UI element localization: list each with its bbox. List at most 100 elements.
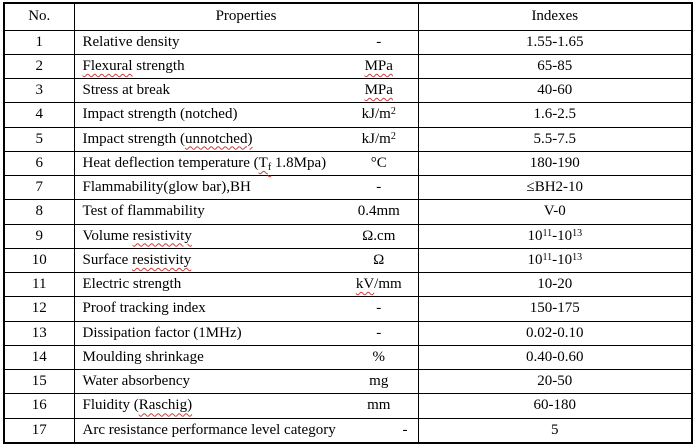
spellcheck-marked-text: resistivity [132, 227, 192, 244]
row-number: 14 [3, 344, 75, 371]
text-fragment: - [376, 33, 382, 50]
index-value: 5.5-7.5 [417, 126, 693, 152]
spellcheck-marked-text: T [258, 154, 268, 171]
property-unit: kJ/m2 [340, 126, 419, 152]
text-fragment: mg [369, 373, 389, 389]
row-number: 5 [3, 126, 75, 152]
row-number: 7 [3, 174, 75, 201]
index-value: 60-180 [417, 393, 693, 419]
table-row: 15 Water absorbency mg 20-50 [3, 368, 693, 395]
table-row: 3 Stress at break MPa 40-60 [3, 77, 693, 104]
property-unit: - [340, 417, 419, 444]
text-fragment: °C [370, 154, 387, 171]
text-fragment: 0.40-0.60 [526, 348, 584, 365]
property-name: Surface resistivity [73, 247, 340, 274]
table-body: 1 Relative density -1.55-1.65 2 Flexural str… [3, 29, 693, 444]
property-unit: Ω.cm [340, 223, 419, 249]
index-value: 0.40-0.60 [417, 344, 693, 371]
property-name: Impact strength (unnotched) [73, 126, 340, 152]
table-row: 4 Impact strength (notched) kJ/m2 1.6-2.5 [3, 102, 693, 128]
property-name: Flammability(glow bar),BH [73, 174, 340, 201]
property-name: Fluidity (Raschig) [73, 393, 340, 419]
index-value: 20-50 [417, 368, 693, 395]
spellcheck-marked-text: MPa [364, 57, 393, 74]
text-fragment: Ω [373, 251, 385, 268]
property-name: Flexural strength [73, 53, 340, 80]
row-number: 8 [3, 199, 75, 225]
text-fragment: Arc resistance performance level categor… [82, 421, 336, 438]
table-row: 10 Surface resistivity Ω 1011-1013 [3, 247, 693, 274]
header-properties: Properties [73, 2, 419, 31]
text-fragment: Electric strength [82, 276, 182, 292]
row-number: 13 [3, 320, 75, 346]
text-fragment: Water absorbency [82, 373, 191, 389]
property-unit: MPa [340, 53, 419, 80]
text-fragment: 40-60 [537, 82, 573, 98]
text-fragment: - [402, 421, 408, 438]
properties-table: No. Properties Indexes 1 Relative density… [3, 2, 694, 444]
text-fragment: 13 [572, 227, 583, 239]
table-row: 6 Heat deflection temperature (Tf 1.8Mpa)… [3, 150, 693, 177]
text-fragment: Impact strength (notched) [82, 106, 238, 123]
text-fragment: strength [132, 57, 185, 74]
table-row: 14 Moulding shrinkage% 0.40-0.60 [3, 344, 693, 371]
text-fragment: 1.55-1.65 [526, 33, 584, 50]
table-row: 11 Electric strength kV/mm 10-20 [3, 271, 693, 298]
table-row: 9 Volume resistivity Ω.cm 1011-1013 [3, 223, 693, 249]
text-fragment: 13 [572, 251, 583, 263]
property-name: Test of flammability [73, 199, 340, 225]
index-value: 1.6-2.5 [417, 102, 693, 128]
text-fragment: 1.8Mpa) [271, 154, 327, 171]
table-row: 17 Arc resistance performance level categ… [3, 417, 693, 444]
text-fragment: 11 [542, 251, 553, 263]
row-number: 10 [3, 247, 75, 274]
property-unit: - [340, 296, 419, 322]
spellcheck-marked-text: Flexural [82, 57, 133, 74]
text-fragment: -10 [552, 251, 573, 268]
property-name: Electric strength [73, 271, 340, 298]
text-fragment: Surface [82, 251, 133, 268]
text-fragment: - [376, 324, 382, 341]
spellcheck-marked-text: kV [355, 276, 375, 292]
text-fragment: mm [367, 397, 391, 414]
property-unit: mm [340, 393, 419, 419]
text-fragment: -10 [552, 227, 573, 244]
property-name: Moulding shrinkage [73, 344, 340, 371]
text-fragment: Ω.cm [362, 227, 396, 244]
text-fragment: kJ/m [361, 106, 391, 123]
text-fragment: 1.6-2.5 [533, 106, 577, 123]
table-row: 5 Impact strength (unnotched) kJ/m2 5.5-7.5 [3, 126, 693, 152]
spellcheck-marked-text: MPa [364, 82, 393, 98]
row-number: 17 [3, 417, 75, 444]
property-name: Dissipation factor (1MHz) [73, 320, 340, 346]
text-fragment: - [376, 179, 382, 195]
row-number: 1 [3, 29, 75, 55]
property-unit: - [340, 320, 419, 346]
text-fragment: Test of flammability [82, 203, 205, 220]
spellcheck-marked-text: resistivity [132, 251, 192, 268]
text-fragment: 10 [527, 227, 543, 244]
text-fragment: % [372, 348, 386, 365]
property-name: Stress at break [73, 77, 340, 104]
spellcheck-marked-text: Raschig) [138, 397, 193, 414]
text-fragment: 2 [390, 130, 396, 142]
property-unit: MPa [340, 77, 419, 104]
index-value: 5 [417, 417, 693, 444]
table-row: 8 Test of flammability 0.4mm V-0 [3, 199, 693, 225]
property-name: Proof tracking index [73, 296, 340, 322]
index-value: V-0 [417, 199, 693, 225]
index-value: 180-190 [417, 150, 693, 177]
property-unit: kJ/m2 [340, 102, 419, 128]
text-fragment: 10-20 [537, 276, 573, 292]
text-fragment: 20-50 [537, 373, 573, 389]
header-row: No. Properties Indexes [3, 2, 693, 31]
property-name: Arc resistance performance level categor… [73, 417, 340, 444]
index-value: ≤BH2-10 [417, 174, 693, 201]
text-fragment: /mm [374, 276, 402, 292]
index-value: 10-20 [417, 271, 693, 298]
text-fragment: Dissipation factor (1MHz) [82, 324, 242, 341]
table-row: 16 Fluidity (Raschig) mm 60-180 [3, 393, 693, 419]
text-fragment: Stress at break [82, 82, 170, 98]
spellcheck-marked-text: unnotched) [184, 130, 253, 147]
row-number: 9 [3, 223, 75, 249]
